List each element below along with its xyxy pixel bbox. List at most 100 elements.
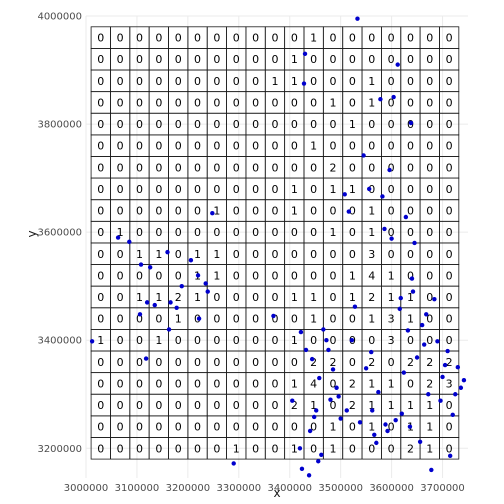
x-axis-ticks: 3000000 3100000 3200000 3300000 3400000 35000… xyxy=(64,483,465,494)
cell-count-label: 0 xyxy=(97,291,104,304)
data-point xyxy=(210,211,215,216)
cell-count-label: 1 xyxy=(213,269,220,282)
data-point xyxy=(409,276,415,281)
cell-count-label: 1 xyxy=(213,205,220,218)
cell-count-label: 0 xyxy=(233,377,240,390)
cell-count-label: 0 xyxy=(310,183,317,196)
cell-count-label: 0 xyxy=(310,248,317,261)
cell-count-label: 0 xyxy=(252,356,259,369)
cell-count-label: 0 xyxy=(155,161,162,174)
cell-count-label: 4 xyxy=(368,269,375,282)
cell-count-label: 2 xyxy=(368,356,375,369)
cell-count-label: 0 xyxy=(252,32,259,45)
cell-count-label: 0 xyxy=(97,32,104,45)
cell-count-label: 0 xyxy=(252,53,259,66)
cell-count-label: 0 xyxy=(426,269,433,282)
cell-count-label: 0 xyxy=(349,421,356,434)
data-point xyxy=(403,214,409,220)
cell-count-label: 0 xyxy=(97,161,104,174)
cell-count-label: 0 xyxy=(194,140,201,153)
data-point xyxy=(165,249,170,255)
cell-count-label: 1 xyxy=(291,442,298,455)
cell-count-label: 0 xyxy=(426,334,433,347)
y-tick-label: 4000000 xyxy=(37,12,82,23)
data-point xyxy=(168,300,173,305)
cell-count-label: 0 xyxy=(252,442,259,455)
cell-count-label: 0 xyxy=(349,313,356,326)
cell-count-label: 1 xyxy=(368,226,375,239)
cell-count-label: 0 xyxy=(233,291,240,304)
cell-count-label: 0 xyxy=(271,291,278,304)
cell-count-label: 0 xyxy=(155,269,162,282)
cell-count-label: 0 xyxy=(175,161,182,174)
cell-count-label: 0 xyxy=(233,118,240,131)
data-point xyxy=(231,461,236,466)
cell-count-label: 0 xyxy=(155,183,162,196)
cell-count-label: 0 xyxy=(368,32,375,45)
cell-count-label: 0 xyxy=(446,399,453,412)
data-point xyxy=(421,342,427,347)
cell-count-label: 0 xyxy=(446,32,453,45)
cell-count-label: 0 xyxy=(291,96,298,109)
cell-count-label: 1 xyxy=(291,53,298,66)
cell-count-label: 1 xyxy=(291,205,298,218)
cell-count-label: 0 xyxy=(194,96,201,109)
data-point xyxy=(205,289,210,294)
cell-count-label: 0 xyxy=(330,399,337,412)
cell-count-label: 4 xyxy=(310,377,317,390)
data-point xyxy=(317,375,322,381)
cell-count-label: 1 xyxy=(213,248,220,261)
data-point xyxy=(366,186,372,192)
cell-count-label: 0 xyxy=(388,32,395,45)
cell-count-label: 0 xyxy=(136,442,143,455)
cell-count-label: 0 xyxy=(446,226,453,239)
cell-count-label: 0 xyxy=(291,421,298,434)
data-point xyxy=(385,428,390,434)
cell-count-label: 0 xyxy=(155,442,162,455)
data-point xyxy=(361,153,366,158)
cell-count-label: 0 xyxy=(426,96,433,109)
cell-count-label: 0 xyxy=(271,183,278,196)
data-point xyxy=(453,392,458,397)
cell-count-label: 0 xyxy=(388,53,395,66)
cell-count-label: 0 xyxy=(213,161,220,174)
cell-count-label: 0 xyxy=(310,161,317,174)
cell-count-label: 0 xyxy=(175,118,182,131)
data-point xyxy=(302,51,308,57)
cell-count-label: 0 xyxy=(117,377,124,390)
cell-count-label: 0 xyxy=(388,183,395,196)
cell-count-label: 0 xyxy=(175,32,182,45)
cell-count-label: 0 xyxy=(252,334,259,347)
cell-count-label: 0 xyxy=(136,226,143,239)
cell-count-label: 0 xyxy=(271,377,278,390)
cell-count-label: 0 xyxy=(194,183,201,196)
cell-count-label: 0 xyxy=(446,334,453,347)
cell-count-label: 0 xyxy=(175,248,182,261)
cell-count-label: 0 xyxy=(349,75,356,88)
cell-count-label: 0 xyxy=(117,161,124,174)
cell-count-label: 0 xyxy=(388,226,395,239)
x-tick-label: 3500000 xyxy=(318,483,363,494)
cell-count-label: 0 xyxy=(117,140,124,153)
data-point xyxy=(330,367,336,372)
cell-count-label: 0 xyxy=(388,205,395,218)
cell-count-label: 0 xyxy=(252,226,259,239)
cell-count-label: 0 xyxy=(175,399,182,412)
cell-count-label: 0 xyxy=(271,205,278,218)
cell-count-label: 0 xyxy=(233,334,240,347)
cell-count-label: 0 xyxy=(175,334,182,347)
cell-count-label: 0 xyxy=(271,140,278,153)
cell-count-label: 0 xyxy=(194,75,201,88)
cell-count-label: 0 xyxy=(194,377,201,390)
cell-count-label: 0 xyxy=(407,269,414,282)
data-point xyxy=(408,120,414,126)
cell-count-label: 0 xyxy=(117,291,124,304)
data-point xyxy=(412,240,417,246)
cell-count-label: 2 xyxy=(368,291,375,304)
cell-count-label: 0 xyxy=(426,248,433,261)
cell-count-label: 0 xyxy=(117,53,124,66)
cell-count-label: 0 xyxy=(213,377,220,390)
data-point xyxy=(137,312,143,317)
cell-count-label: 0 xyxy=(155,226,162,239)
